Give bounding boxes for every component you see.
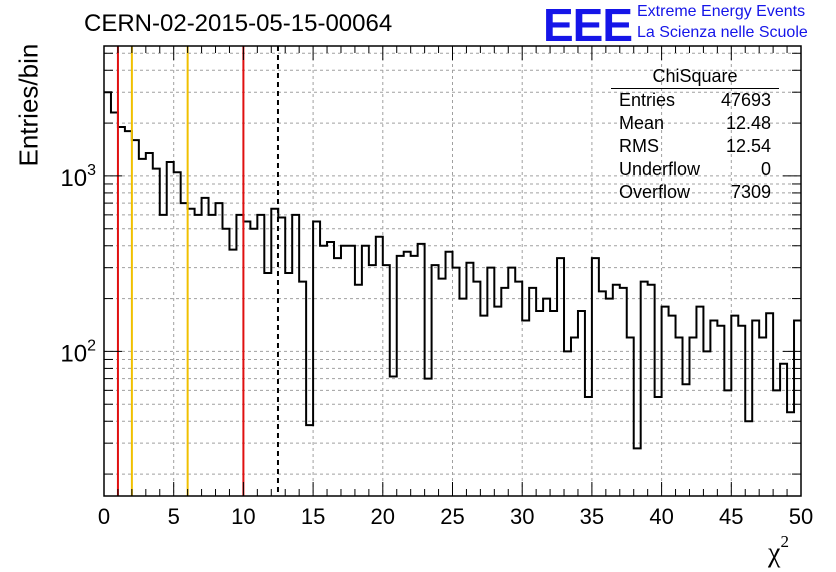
x-tick-label: 35 [580,504,604,529]
stats-header: ChiSquare [611,64,779,89]
y-tick-label: 103 [60,162,96,192]
x-tick-label: 0 [98,504,110,529]
x-tick-label: 10 [231,504,255,529]
chart-title: CERN-02-2015-05-15-00064 [84,10,393,37]
x-tick-label: 50 [789,504,813,529]
stats-box: ChiSquare Entries 47693 Mean 12.48 RMS 12.5… [611,64,781,204]
x-tick-label: 15 [301,504,325,529]
y-axis-label: Entries/bin [13,43,44,167]
stats-row-entries: Entries 47693 [619,90,771,110]
stats-row-overflow: Overflow 7309 [619,182,771,202]
x-tick-label: 20 [371,504,395,529]
x-tick-label: 40 [649,504,673,529]
logo-line-1: Extreme Energy Events [637,3,806,20]
x-tick-label: 45 [719,504,743,529]
stats-row-underflow: Underflow 0 [619,159,771,179]
x-tick-label: 30 [510,504,534,529]
x-tick-label: 25 [440,504,464,529]
y-tick-label: 102 [60,337,96,367]
logo-line-2: La Scienza nelle Scuole [637,24,808,41]
eee-logo: EEE [543,0,633,51]
stats-row-mean: Mean 12.48 [619,113,771,133]
stats-row-rms: RMS 12.54 [619,136,771,156]
histogram-series [104,91,801,450]
x-axis-label: χ2 [768,532,789,569]
x-tick-label: 5 [168,504,180,529]
